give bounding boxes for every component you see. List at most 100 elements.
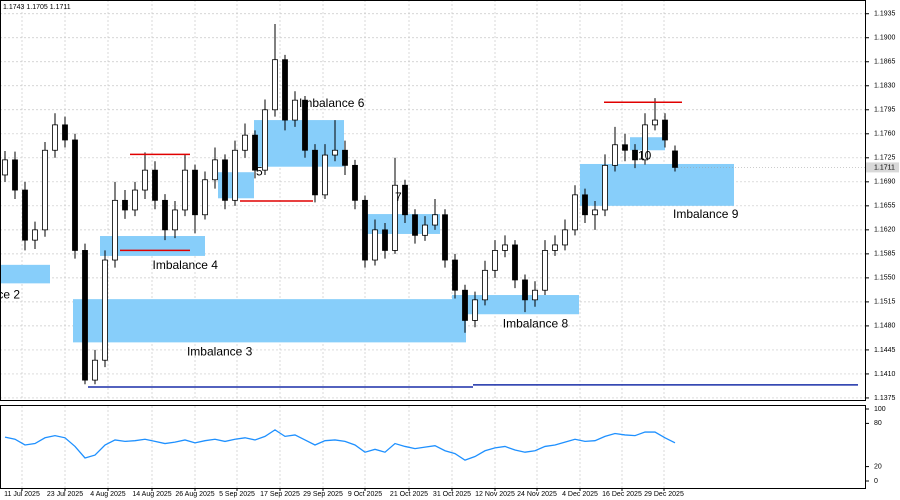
candle-body [292,99,298,121]
candle-body [332,149,338,156]
x-tick-label: 16 Dec 2025 [602,491,642,498]
candle-body [242,134,248,151]
y-tick-label: 1.1550 [874,275,896,282]
candle-body [52,124,58,151]
x-tick-label: 4 Dec 2025 [562,491,598,498]
candle-body [102,259,108,361]
candle-body [272,59,278,111]
candle-body [572,194,578,231]
y-tick-label: 1.1445 [874,347,896,354]
y-tick-label: 1.1865 [874,59,896,66]
y-tick-label: 1.1725 [874,155,896,162]
y-tick-label: 1.1760 [874,131,896,138]
x-tick-label: 11 Jul 2025 [4,491,40,498]
candle-body [202,179,208,216]
candle-body [432,214,438,226]
candle-body [232,149,238,201]
candle-body [262,109,268,171]
current-price-box [866,162,899,173]
indicator-tick-label: 80 [874,420,882,427]
x-tick-label: 17 Sep 2025 [260,491,300,498]
candle-body [252,134,258,171]
candle-body [62,124,68,141]
zone-label: Imbalance 9 [673,207,739,221]
header-low: 1.1705 [26,4,48,11]
candle-body [362,199,368,261]
candle-body [412,214,418,236]
x-tick-label: 21 Oct 2025 [390,491,428,498]
y-tick-label: 1.1655 [874,203,896,210]
plot-frame [0,0,866,401]
candle-body [142,169,148,191]
indicator-tick-label: 0 [874,478,878,485]
candle-body [152,169,158,201]
candle-body [382,229,388,251]
candle-body [542,250,548,291]
x-tick-label: 24 Nov 2025 [517,491,557,498]
candle-body [92,359,98,381]
y-tick-label: 1.1410 [874,371,896,378]
zone-label: 7 [395,190,402,204]
candle-body [212,159,218,181]
zone-label: Imbalance 6 [299,96,365,110]
candle-body [462,289,468,321]
y-tick-label: 1.1690 [874,179,896,186]
x-tick-label: 14 Aug 2025 [132,491,171,498]
candle-body [512,244,518,281]
candle-body [172,209,178,231]
candle-body [42,149,48,231]
y-tick-label: 1.1795 [874,107,896,114]
candle-body [582,194,588,216]
y-tick-label: 1.1900 [874,35,896,42]
indicator-frame [0,405,866,489]
y-tick-label: 1.1515 [874,299,896,306]
x-tick-label: 23 Jul 2025 [47,491,83,498]
candle-body [622,144,628,151]
candle-body [602,164,608,211]
candle-body [372,229,378,261]
candle-body [2,159,8,176]
candle-body [632,149,638,161]
y-tick-label: 1.1935 [874,11,896,18]
imbalance-zone [452,295,579,315]
imbalance-zone [254,120,344,167]
candle-body [562,229,568,246]
candle-body [182,169,188,211]
candle-body [22,189,28,241]
zone-label: 10 [638,148,652,162]
candle-body [112,199,118,261]
indicator-tick-label: 20 [874,463,882,470]
x-tick-label: 9 Oct 2025 [348,491,382,498]
candle-body [322,154,328,196]
header-prices: 1.1743 1.1705 1.1711 [3,4,71,11]
header-close: 1.1711 [50,4,71,11]
candle-body [392,184,398,251]
candle-body [32,229,38,241]
candle-body [302,99,308,151]
zone-label: Imbalance 3 [187,345,253,359]
candle-body [642,124,648,161]
zone-label: Imbalance 4 [153,258,219,272]
candle-body [192,169,198,216]
y-tick-label: 1.1585 [874,251,896,258]
y-tick-label: 1.1375 [874,395,896,402]
candle-body [522,279,528,301]
candle-body [12,159,18,191]
y-tick-label: 1.1830 [874,83,896,90]
y-tick-label: 1.1480 [874,323,896,330]
imbalance-zone [73,299,466,343]
candle-body [672,150,678,168]
candle-body [342,149,348,166]
plot-area: Imbalance 2 Imbalance 3 Imbalance 4 5 Imbala… [0,24,858,388]
candle-body [312,149,318,196]
indicator-tick-label: 100 [874,406,886,413]
candle-body [502,244,508,251]
candle-body [442,214,448,261]
candle-body [162,199,168,231]
x-tick-label: 31 Oct 2025 [433,491,471,498]
candle-body [132,189,138,211]
candle-body [662,119,668,141]
x-tick-label: 4 Aug 2025 [90,491,126,498]
